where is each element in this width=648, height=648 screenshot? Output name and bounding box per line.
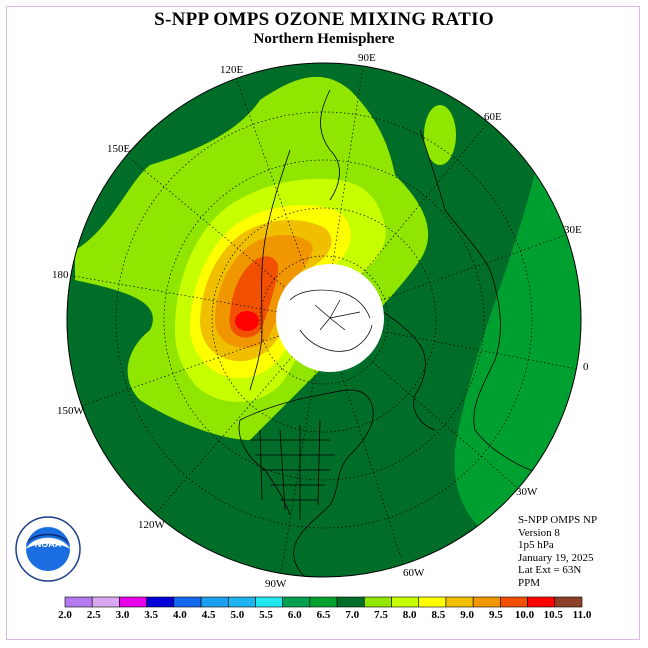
colorbar-tick-label: 10.5 <box>544 609 564 621</box>
colorbar-tick-label: 6.5 <box>317 609 331 621</box>
lon-label-120w: 120W <box>138 519 166 531</box>
colorbar-tick-label: 7.5 <box>374 609 388 621</box>
colorbar-swatch <box>119 596 147 608</box>
figure-frame <box>6 6 640 640</box>
contour-7-5-blob <box>424 105 456 165</box>
lon-label-120e: 120E <box>220 64 244 76</box>
colorbar-tick-label: 3.0 <box>116 609 130 621</box>
colorbar-swatch <box>500 596 528 608</box>
lon-label-90e: 90E <box>358 52 376 64</box>
colorbar-tick-label: 8.0 <box>403 609 417 621</box>
colorbar-tick-label: 2.5 <box>87 609 101 621</box>
colorbar-swatch <box>282 596 311 608</box>
noaa-logo-disc <box>26 527 70 571</box>
page-subtitle: Northern Hemisphere <box>253 31 395 47</box>
colorbar-swatch <box>173 596 202 608</box>
info-pressure: 1p5 hPa <box>518 539 554 551</box>
polar-map <box>67 63 581 577</box>
colorbar-tick-label: 6.0 <box>288 609 302 621</box>
colorbar-swatch <box>91 596 120 608</box>
colorbar-swatch <box>255 596 283 608</box>
colorbar-swatch <box>472 596 501 608</box>
colorbar-tick-label: 2.0 <box>58 609 72 621</box>
colorbar-swatch <box>227 596 256 608</box>
colorbar-swatch <box>364 596 392 608</box>
info-instrument: S-NPP OMPS NP <box>518 514 598 526</box>
noaa-logo-bird <box>26 533 70 545</box>
info-date: January 19, 2025 <box>518 551 594 564</box>
lon-label-30w: 30W <box>516 486 538 498</box>
colorbar-swatch <box>336 596 365 608</box>
info-version: Version 8 <box>518 526 560 539</box>
colorbar-swatch <box>554 596 583 608</box>
colorbar-swatch <box>418 596 447 608</box>
colorbar-tick-label: 4.0 <box>173 609 187 621</box>
info-lat-extent: Lat Ext = 63N <box>518 564 582 576</box>
colorbar-swatch <box>391 596 420 608</box>
colorbar-swatch <box>64 596 93 608</box>
colorbar-tick-label: 7.0 <box>345 609 359 621</box>
lon-label-180: 180 <box>52 269 69 281</box>
map-border <box>66 62 582 578</box>
colorbar-tick-label: 9.0 <box>460 609 474 621</box>
noaa-logo-text: NOAA <box>35 539 62 549</box>
colorbar-tick-label: 9.5 <box>489 609 503 621</box>
lon-label-30e: 30E <box>564 224 582 236</box>
info-panel: S-NPP OMPS NP Version 8 1p5 hPa January … <box>518 514 597 589</box>
arctic-coastlines <box>289 289 373 352</box>
colorbar-swatch <box>527 596 556 608</box>
lon-label-150e: 150E <box>107 143 131 155</box>
colorbar-labels: 2.0 2.5 3.0 3.5 4.0 4.5 5.0 5.5 6.0 6.5 7.0 7.5 8.0 8… <box>58 609 592 621</box>
colorbar-swatch <box>309 596 338 608</box>
colorbar-tick-label: 10.0 <box>515 609 535 621</box>
colorbar-swatch <box>445 596 474 608</box>
colorbar <box>64 596 583 608</box>
colorbar-tick-label: 8.5 <box>432 609 446 621</box>
coastlines <box>238 89 561 577</box>
colorbar-swatch <box>200 596 229 608</box>
colorbar-tick-label: 4.5 <box>202 609 216 621</box>
colorbar-swatch <box>146 596 175 608</box>
lon-label-60e: 60E <box>484 111 502 123</box>
colorbar-tick-label: 5.5 <box>259 609 273 621</box>
lon-label-0: 0 <box>583 361 589 373</box>
longitude-labels: 90E 60E 30E 0 30W 60W 90W 120W 150W 180 … <box>52 52 589 590</box>
info-units: PPM <box>518 576 541 589</box>
noaa-logo-wave <box>26 537 70 549</box>
lon-label-90w: 90W <box>265 578 287 590</box>
colorbar-tick-label: 5.0 <box>230 609 244 621</box>
colorbar-tick-label: 3.5 <box>144 609 158 621</box>
lon-label-60w: 60W <box>403 567 425 579</box>
page-title: S-NPP OMPS OZONE MIXING RATIO <box>154 9 494 30</box>
noaa-logo: NOAA <box>15 516 81 582</box>
colorbar-tick-label: 11.0 <box>573 609 592 621</box>
contour-10-5 <box>235 311 259 331</box>
lon-label-150w: 150W <box>57 405 85 417</box>
